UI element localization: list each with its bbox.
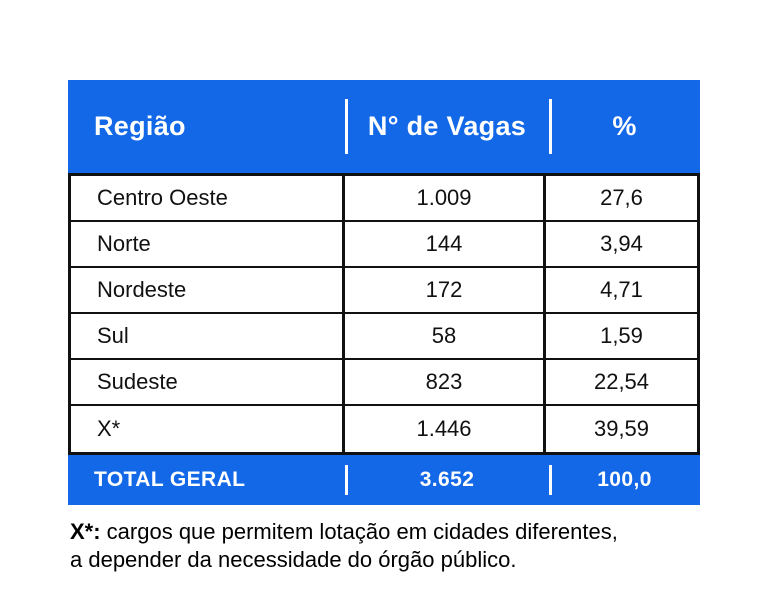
cell-region: X*	[71, 406, 345, 452]
footer-column-divider	[345, 465, 348, 495]
footnote-line1: cargos que permitem lotação em cidades d…	[100, 519, 618, 544]
footnote: X*: cargos que permitem lotação em cidad…	[70, 518, 618, 574]
table-total-row: TOTAL GERAL 3.652 100,0	[68, 455, 700, 505]
cell-region: Sul	[71, 314, 345, 358]
table-header-row: Região N° de Vagas %	[68, 80, 700, 173]
table-row: Sul 58 1,59	[71, 314, 697, 360]
cell-vagas: 144	[345, 222, 546, 266]
footnote-line2: a depender da necessidade do órgão públi…	[70, 547, 517, 573]
cell-percent: 39,59	[593, 416, 650, 441]
footnote-prefix: X*:	[70, 519, 101, 544]
total-label: TOTAL GERAL	[94, 468, 246, 491]
header-column-divider	[345, 99, 348, 154]
cell-vagas: 172	[345, 268, 546, 312]
cell-percent: 1,59	[600, 323, 643, 348]
cell-vagas: 823	[345, 360, 546, 404]
cell-percent: 4,71	[600, 277, 643, 302]
table-row: Nordeste 172 4,71	[71, 268, 697, 314]
total-vagas: 3.652	[419, 468, 475, 491]
total-percent: 100,0	[597, 468, 652, 491]
header-region: Região	[94, 111, 186, 141]
cell-percent: 27,6	[600, 185, 643, 210]
cell-region: Norte	[71, 222, 345, 266]
cell-percent: 22,54	[593, 369, 650, 394]
cell-vagas: 1.446	[345, 406, 546, 452]
header-vagas: N° de Vagas	[367, 111, 527, 141]
header-column-divider	[549, 99, 552, 154]
vagas-table: Região N° de Vagas % Centro Oeste 1.009 …	[68, 80, 700, 505]
table-row: X* 1.446 39,59	[71, 406, 697, 452]
table-row: Norte 144 3,94	[71, 222, 697, 268]
header-percent: %	[612, 111, 637, 141]
table-row: Centro Oeste 1.009 27,6	[71, 176, 697, 222]
cell-region: Nordeste	[71, 268, 345, 312]
table-row: Sudeste 823 22,54	[71, 360, 697, 406]
table-body: Centro Oeste 1.009 27,6 Norte 144 3,94 N…	[68, 173, 700, 455]
cell-vagas: 58	[345, 314, 546, 358]
cell-percent: 3,94	[600, 231, 643, 256]
cell-region: Centro Oeste	[71, 176, 345, 220]
footer-column-divider	[549, 465, 552, 495]
cell-region: Sudeste	[71, 360, 345, 404]
cell-vagas: 1.009	[345, 176, 546, 220]
